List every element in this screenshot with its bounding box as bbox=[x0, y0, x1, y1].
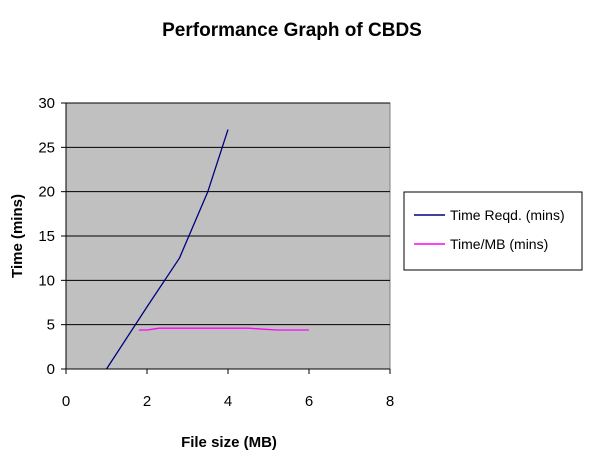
series-line-2 bbox=[138, 327, 309, 331]
x-tick-label: 8 bbox=[386, 393, 394, 410]
legend-label: Time Reqd. (mins) bbox=[450, 207, 565, 223]
y-tick-label: 20 bbox=[38, 184, 55, 201]
y-tick-label: 15 bbox=[38, 228, 55, 245]
y-tick-label: 0 bbox=[47, 361, 55, 378]
tick-labels: 0 5 10 15 20 25 30 0 2 4 6 8 bbox=[38, 95, 394, 410]
y-tick-label: 25 bbox=[38, 139, 55, 156]
x-tick-label: 6 bbox=[305, 393, 313, 410]
x-tick-label: 4 bbox=[224, 393, 232, 410]
x-tick-label: 2 bbox=[143, 393, 151, 410]
legend-label: Time/MB (mins) bbox=[450, 236, 548, 252]
y-tick-label: 10 bbox=[38, 272, 55, 289]
x-axis-title: File size (MB) bbox=[181, 434, 277, 451]
legend-box bbox=[403, 191, 583, 271]
series-line-1 bbox=[105, 129, 229, 370]
series-layer bbox=[105, 129, 309, 370]
axes bbox=[61, 102, 391, 374]
gridlines bbox=[66, 102, 390, 326]
chart-title: Performance Graph of CBDS bbox=[162, 20, 422, 41]
y-tick-label: 5 bbox=[47, 317, 55, 334]
x-tick-label: 0 bbox=[62, 393, 70, 410]
legend: Time Reqd. (mins) Time/MB (mins) bbox=[403, 191, 583, 271]
y-tick-label: 30 bbox=[38, 95, 55, 112]
y-axis-title: Time (mins) bbox=[9, 194, 26, 278]
